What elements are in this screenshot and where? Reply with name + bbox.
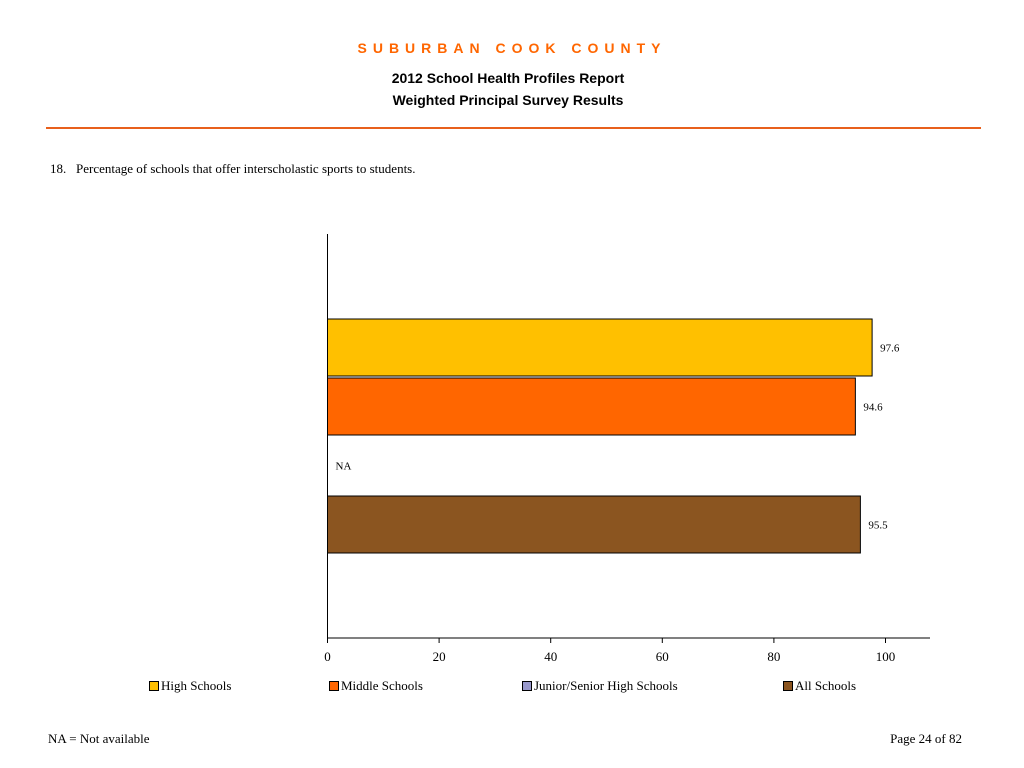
header-divider (46, 127, 981, 129)
legend-item: Junior/Senior High Schools (522, 678, 678, 694)
bar (327, 377, 856, 436)
na-footnote: NA = Not available (48, 731, 150, 746)
x-tick-label: 40 (544, 649, 557, 664)
x-tick-label: 80 (767, 649, 780, 664)
x-tick-label: 60 (656, 649, 669, 664)
legend-swatch (783, 681, 793, 691)
bar (327, 495, 861, 554)
legend-item: All Schools (783, 678, 856, 694)
legend-swatch (149, 681, 159, 691)
bar-value-label: 97.6 (880, 343, 900, 355)
question-text: Percentage of schools that offer intersc… (76, 161, 416, 176)
legend-swatch (522, 681, 532, 691)
x-tick-label: 100 (876, 649, 896, 664)
question: 18. Percentage of schools that offer inte… (50, 161, 416, 177)
county-name: SUBURBAN COOK COUNTY (357, 40, 667, 56)
x-tick-label: 20 (433, 649, 446, 664)
bar-value-label: NA (336, 461, 352, 473)
question-number: 18. (50, 161, 67, 176)
bar-value-label: 94.6 (863, 402, 883, 414)
legend-item: Middle Schools (329, 678, 423, 694)
report-title: 2012 School Health Profiles Report (391, 70, 625, 86)
bar (327, 318, 873, 377)
legend-label: Middle Schools (341, 678, 423, 693)
chart-legend: High Schools Middle Schools Junior/Senior … (0, 678, 1024, 696)
legend-swatch (329, 681, 339, 691)
bar-value-label: 95.5 (868, 520, 888, 532)
legend-item: High Schools (149, 678, 231, 694)
report-subtitle: Weighted Principal Survey Results (392, 92, 624, 108)
legend-label: All Schools (795, 678, 857, 693)
legend-label: High Schools (161, 678, 232, 693)
page-number: Page 24 of 82 (890, 731, 962, 746)
legend-label: Junior/Senior High Schools (534, 678, 678, 693)
x-tick-label: 0 (324, 649, 331, 664)
